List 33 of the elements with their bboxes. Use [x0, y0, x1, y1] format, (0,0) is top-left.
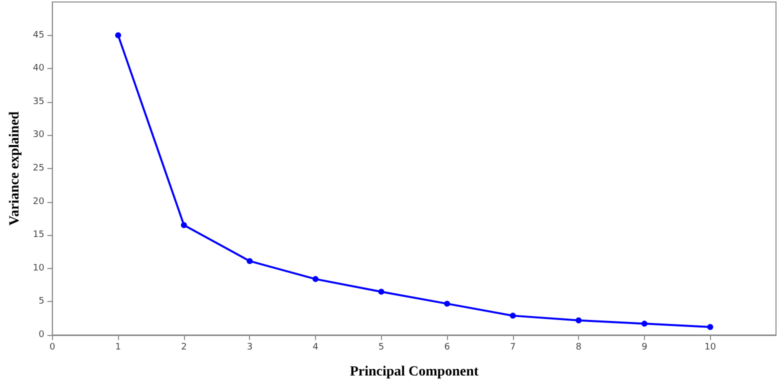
- point: [444, 300, 450, 307]
- point: [378, 288, 384, 295]
- point: [180, 222, 187, 228]
- x-tick-label: 1: [115, 342, 122, 352]
- y-tick-label: 15: [32, 230, 44, 240]
- x-tick-label: 5: [378, 342, 384, 352]
- y-tick-label: 40: [32, 64, 45, 74]
- y-tick-label: 25: [32, 164, 44, 174]
- point: [246, 258, 253, 264]
- y-tick-label: 20: [32, 196, 45, 207]
- x-tick-label: 2: [181, 342, 187, 352]
- x-tick-label: 8: [576, 342, 582, 352]
- x-tick-label: 9: [642, 342, 648, 352]
- y-tick-label: 30: [32, 130, 45, 140]
- x-tick-label: 0: [49, 342, 56, 352]
- point: [312, 276, 318, 282]
- x-axis-title: Principal Component: [350, 364, 479, 380]
- x-tick-label: 6: [444, 342, 450, 352]
- y-axis-title: Variance explained: [8, 111, 22, 226]
- x-tick-label: 10: [704, 342, 716, 352]
- point: [115, 32, 122, 38]
- x-tick-label: 3: [246, 342, 253, 352]
- point: [707, 324, 714, 330]
- y-tick-label: 10: [32, 263, 45, 274]
- point: [510, 312, 516, 319]
- x-tick-label: 4: [312, 342, 319, 352]
- y-tick-label: 35: [32, 96, 44, 107]
- y-tick-label: 5: [38, 296, 44, 307]
- point: [641, 320, 648, 327]
- y-tick-label: 0: [38, 330, 45, 340]
- x-tick-label: 7: [510, 342, 516, 352]
- point: [576, 317, 582, 324]
- y-tick-label: 45: [32, 30, 44, 40]
